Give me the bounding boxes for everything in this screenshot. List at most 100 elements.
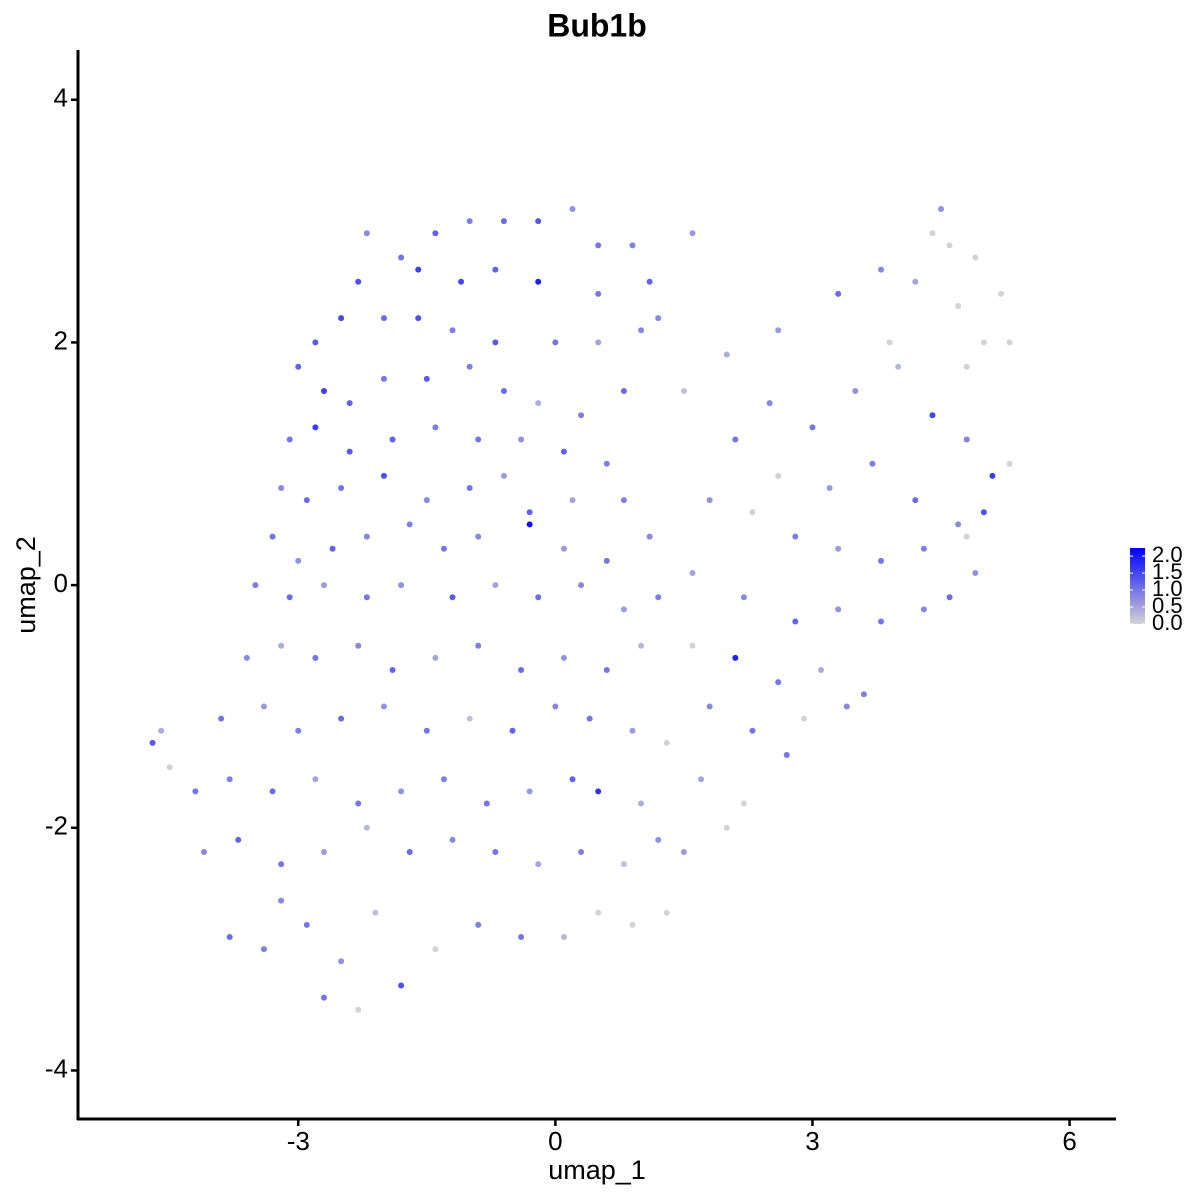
- point: [963, 436, 970, 443]
- point: [380, 472, 387, 479]
- point: [535, 400, 542, 407]
- point: [363, 594, 370, 601]
- colorbar-label: 2.0: [1152, 542, 1183, 567]
- x-tick-label: 0: [548, 1126, 562, 1156]
- x-tick-label: -3: [287, 1126, 310, 1156]
- point: [878, 618, 885, 625]
- point: [440, 776, 447, 783]
- point: [295, 727, 302, 734]
- point: [432, 424, 439, 431]
- point: [775, 472, 782, 479]
- point: [312, 654, 319, 661]
- point: [320, 387, 327, 394]
- point: [492, 849, 499, 856]
- point: [706, 703, 713, 710]
- point: [929, 230, 936, 237]
- point: [535, 594, 542, 601]
- point: [560, 654, 567, 661]
- point: [218, 715, 225, 722]
- point: [603, 557, 610, 564]
- point: [740, 800, 747, 807]
- point: [852, 387, 859, 394]
- point: [732, 436, 739, 443]
- point: [826, 485, 833, 492]
- point: [586, 715, 593, 722]
- point: [312, 424, 319, 431]
- point: [372, 909, 379, 916]
- point: [595, 788, 602, 795]
- point: [680, 849, 687, 856]
- point: [312, 339, 319, 346]
- point: [475, 533, 482, 540]
- point: [449, 327, 456, 334]
- point: [295, 363, 302, 370]
- point: [355, 1006, 362, 1013]
- point: [629, 242, 636, 249]
- point: [560, 545, 567, 552]
- point: [843, 703, 850, 710]
- point: [260, 703, 267, 710]
- point: [398, 788, 405, 795]
- point: [338, 485, 345, 492]
- point: [380, 315, 387, 322]
- point: [860, 691, 867, 698]
- point: [295, 557, 302, 564]
- point: [706, 497, 713, 504]
- point: [158, 727, 165, 734]
- point: [338, 715, 345, 722]
- point: [243, 654, 250, 661]
- point: [466, 218, 473, 225]
- point: [646, 533, 653, 540]
- points: [149, 205, 1013, 1013]
- point: [972, 569, 979, 576]
- point: [775, 679, 782, 686]
- point: [603, 460, 610, 467]
- x-axis-title: umap_1: [548, 1155, 646, 1185]
- point: [835, 545, 842, 552]
- point: [363, 824, 370, 831]
- x-tick-label: 3: [805, 1126, 819, 1156]
- point: [603, 667, 610, 674]
- colorbar-label: 1.0: [1152, 576, 1183, 601]
- point: [920, 606, 927, 613]
- point: [792, 533, 799, 540]
- point: [578, 412, 585, 419]
- point: [835, 606, 842, 613]
- point: [320, 994, 327, 1001]
- point: [269, 533, 276, 540]
- point: [723, 351, 730, 358]
- point: [380, 375, 387, 382]
- point: [878, 266, 885, 273]
- point: [689, 569, 696, 576]
- point: [595, 909, 602, 916]
- point: [226, 776, 233, 783]
- point: [440, 545, 447, 552]
- point: [535, 861, 542, 868]
- point: [578, 849, 585, 856]
- colorbar-label: 1.5: [1152, 559, 1183, 584]
- point: [552, 703, 559, 710]
- point: [449, 836, 456, 843]
- point: [269, 788, 276, 795]
- point: [689, 642, 696, 649]
- point: [946, 242, 953, 249]
- point: [346, 400, 353, 407]
- y-tick-label: -4: [45, 1053, 68, 1083]
- point: [166, 764, 173, 771]
- point: [518, 933, 525, 940]
- point: [475, 642, 482, 649]
- point: [775, 327, 782, 334]
- point: [226, 933, 233, 940]
- point: [655, 836, 662, 843]
- point: [500, 472, 507, 479]
- point: [663, 739, 670, 746]
- point: [946, 594, 953, 601]
- point: [406, 521, 413, 528]
- point: [1006, 460, 1013, 467]
- point: [260, 946, 267, 953]
- point: [303, 921, 310, 928]
- point: [595, 242, 602, 249]
- point: [329, 545, 336, 552]
- point: [680, 387, 687, 394]
